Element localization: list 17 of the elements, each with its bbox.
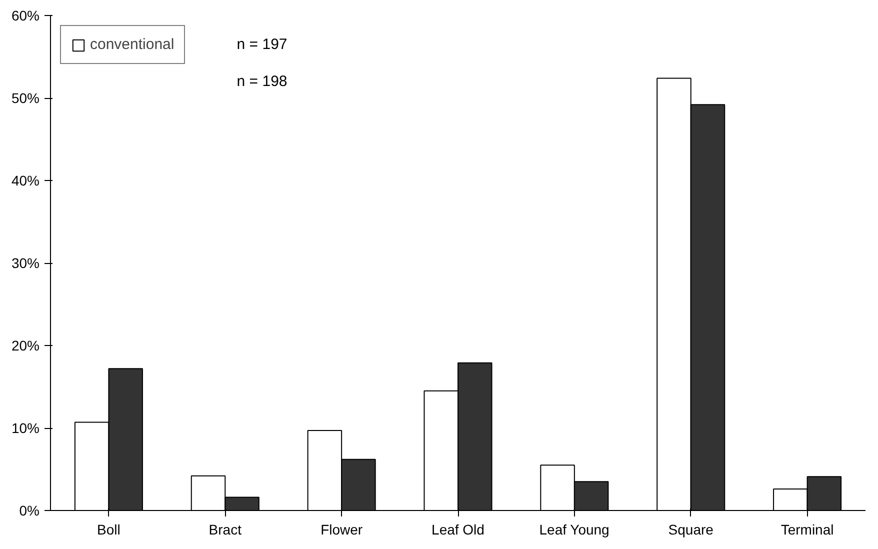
annotation: n = 197	[236, 36, 288, 53]
legend-label: conventional	[90, 36, 174, 53]
y-tick-label: 40%	[11, 172, 40, 188]
x-tick-label: Leaf Old	[432, 522, 484, 538]
x-tick-label: Boll	[97, 522, 120, 538]
x-tick-label: Flower	[320, 522, 363, 538]
x-tick-label: Terminal	[780, 522, 834, 538]
y-tick-label: 10%	[11, 420, 40, 436]
y-tick-label: 0%	[19, 502, 40, 518]
y-tick-label: 50%	[11, 90, 40, 106]
x-tick-label: Leaf Young	[539, 522, 610, 538]
annotation: n = 198	[236, 73, 288, 90]
y-tick-label: 60%	[11, 8, 40, 24]
y-tick-label: 20%	[11, 338, 40, 354]
x-tick-label: Bract	[208, 522, 242, 538]
x-tick-label: Square	[668, 522, 714, 538]
y-tick-label: 30%	[11, 255, 40, 271]
